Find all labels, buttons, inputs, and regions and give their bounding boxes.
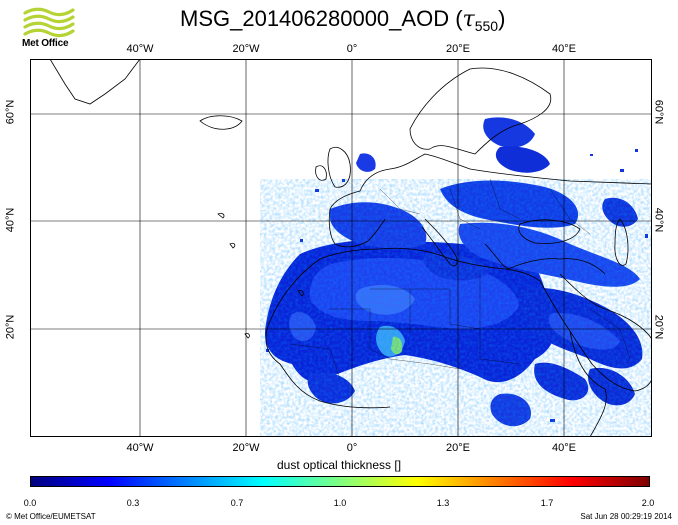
colorbar-tick-5: 1.7 xyxy=(540,498,554,508)
coastlines xyxy=(49,59,652,437)
lon-tick-bottom-20w: 20°W xyxy=(232,442,260,454)
met-office-logo xyxy=(23,7,75,38)
map-frame xyxy=(30,59,652,437)
title-subscript: 550 xyxy=(474,18,499,34)
lat-tick-left-20n: 20°N xyxy=(4,314,17,340)
lon-tick-bottom-0: 0° xyxy=(346,442,358,454)
lat-tick-right-40n: 40°N xyxy=(652,207,665,233)
colorbar-tick-1: 0.3 xyxy=(126,498,140,508)
lon-tick-bottom-40w: 40°W xyxy=(126,442,154,454)
colorbar-tick-4: 1.3 xyxy=(436,498,450,508)
title-main: MSG_201406280000_AOD ( xyxy=(180,6,463,31)
logo-text: Met Office xyxy=(22,38,69,49)
graticule xyxy=(30,59,652,437)
credit-text: © Met Office/EUMETSAT xyxy=(6,512,96,521)
lon-tick-bottom-40e: 40°E xyxy=(552,442,576,454)
lon-tick-top-20e: 20°E xyxy=(446,43,470,55)
lat-tick-right-20n: 20°N xyxy=(652,314,665,340)
colorbar-tick-2: 0.7 xyxy=(230,498,244,508)
page-title: MSG_201406280000_AOD (τ550) xyxy=(180,6,505,34)
lon-tick-top-20w: 20°W xyxy=(232,43,260,55)
lat-tick-right-60n: 60°N xyxy=(652,99,665,125)
lon-tick-bottom-20e: 20°E xyxy=(446,442,470,454)
colorbar xyxy=(30,476,650,487)
title-tau: τ xyxy=(462,7,475,32)
lat-tick-left-60n: 60°N xyxy=(4,99,17,125)
colorbar-tick-0: 0.0 xyxy=(23,498,37,508)
lon-tick-top-40e: 40°E xyxy=(552,43,576,55)
timestamp: Sat Jun 28 00:29:19 2014 xyxy=(580,512,672,521)
colorbar-tick-3: 1.0 xyxy=(333,498,347,508)
colorbar-tick-6: 2.0 xyxy=(641,498,655,508)
colorbar-label: dust optical thickness [] xyxy=(276,458,402,472)
aod-map xyxy=(30,59,652,437)
country-borders xyxy=(289,178,631,380)
title-close: ) xyxy=(498,6,506,31)
lon-tick-top-40w: 40°W xyxy=(126,43,154,55)
lat-tick-left-40n: 40°N xyxy=(4,207,17,233)
lon-tick-top-0: 0° xyxy=(346,43,358,55)
